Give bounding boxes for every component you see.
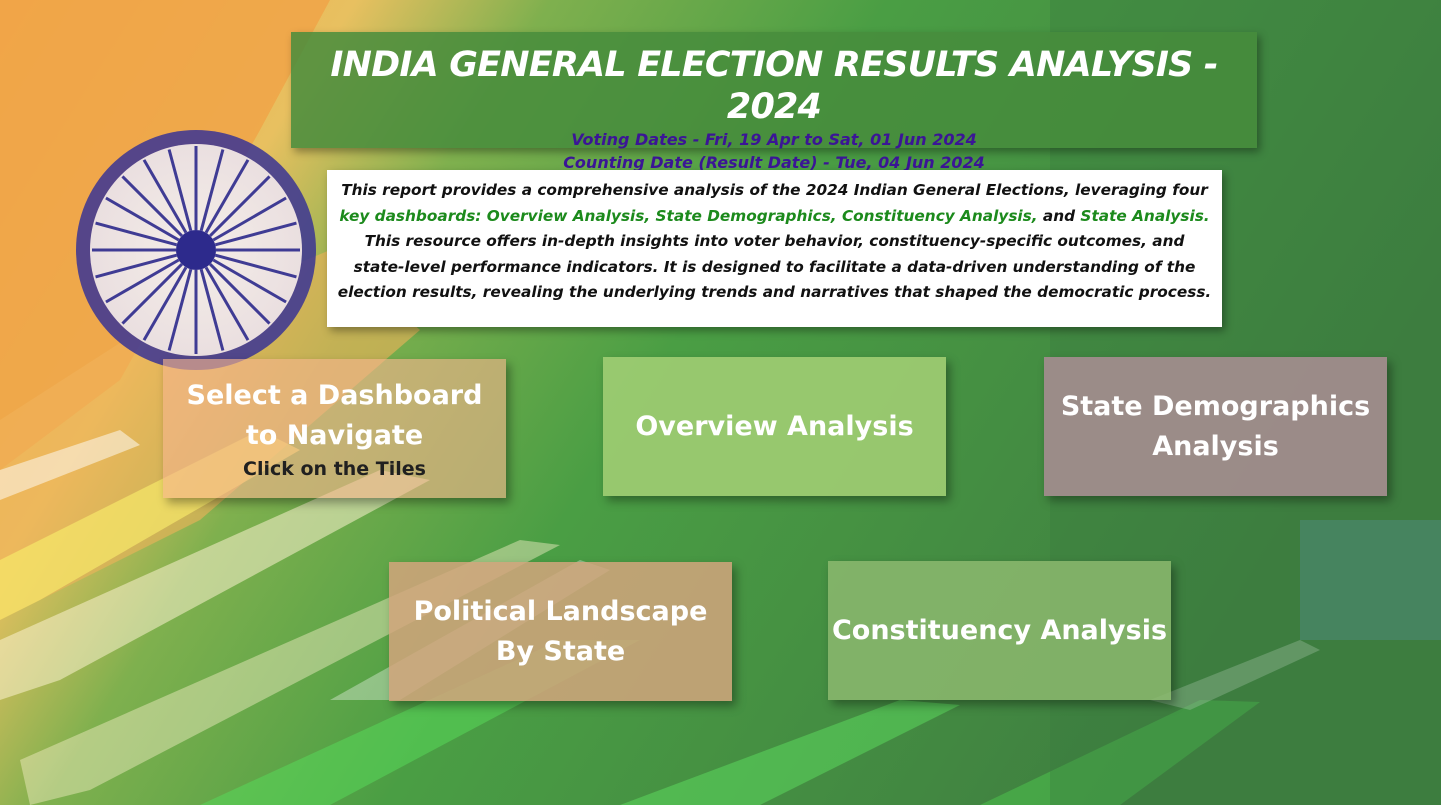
description-panel: This report provides a comprehensive ana… (327, 170, 1222, 327)
chakra-spoke (142, 266, 188, 341)
select-dashboard-tile: Select a Dashboard to Navigate Click on … (163, 359, 506, 498)
chakra-spoke (214, 221, 297, 247)
chakra-spoke (204, 266, 250, 341)
select-dashboard-title: Select a Dashboard to Navigate (186, 379, 483, 451)
constituency-analysis-tile[interactable]: Constituency Analysis (828, 561, 1171, 700)
chakra-spoke (209, 263, 271, 325)
chakra-spoke (142, 159, 188, 234)
political-landscape-label: Political Landscape By State (413, 595, 708, 667)
constituency-analysis-label: Constituency Analysis (831, 614, 1168, 646)
chakra-spoke (209, 175, 271, 237)
state-demographics-tile[interactable]: State Demographics Analysis (1044, 357, 1387, 496)
chakra-spoke (95, 253, 178, 279)
chakra-spoke (105, 196, 180, 242)
ashoka-chakra-icon (76, 130, 316, 370)
chakra-spoke (204, 159, 250, 234)
political-landscape-tile[interactable]: Political Landscape By State (389, 562, 732, 701)
counting-date: Counting Date (Result Date) - Tue, 04 Ju… (563, 153, 985, 172)
description-part-1: This report provides a comprehensive ana… (341, 181, 1208, 199)
chakra-spoke (212, 196, 287, 242)
chakra-spoke (167, 268, 193, 351)
chakra-spoke (199, 149, 225, 232)
chakra-spoke (212, 258, 287, 304)
description-part-3: This resource offers in-depth insights i… (337, 232, 1212, 301)
description-part-2: and (1037, 206, 1081, 225)
chakra-spoke (214, 253, 297, 279)
description-text: This report provides a comprehensive ana… (337, 178, 1212, 306)
select-dashboard-hint: Click on the Tiles (243, 457, 426, 480)
header-banner: INDIA GENERAL ELECTION RESULTS ANALYSIS … (291, 32, 1257, 172)
page-title: INDIA GENERAL ELECTION RESULTS ANALYSIS … (330, 45, 1218, 127)
description-highlight-1: key dashboards: Overview Analysis, State… (339, 206, 1038, 225)
description-highlight-2: State Analysis. (1080, 206, 1210, 225)
overview-analysis-tile[interactable]: Overview Analysis (603, 357, 946, 496)
chakra-spoke (199, 268, 225, 351)
chakra-spoke (167, 149, 193, 232)
chakra-spoke (95, 221, 178, 247)
state-demographics-label: State Demographics Analysis (1060, 390, 1371, 462)
voting-dates: Voting Dates - Fri, 19 Apr to Sat, 01 Ju… (571, 130, 977, 149)
chakra-spoke (121, 175, 183, 237)
chakra-spoke (121, 263, 183, 325)
chakra-spoke (105, 258, 180, 304)
overview-analysis-label: Overview Analysis (635, 410, 914, 442)
